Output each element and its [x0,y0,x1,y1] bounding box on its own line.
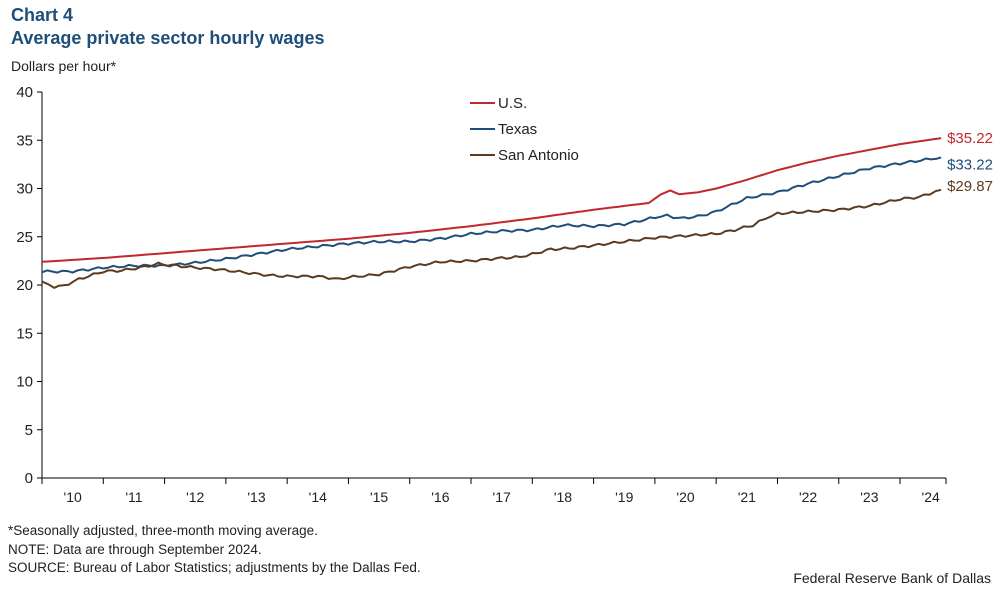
x-axis: '10 '11 '12 '13 '14 '15 '16 '17 '18 '19 '20 '21 '22 '… [41,477,947,505]
x-tick-label: '11 [125,489,142,505]
x-tick-label: '15 [370,489,388,505]
y-axis: 0 5 10 15 20 25 30 35 40 [16,84,43,487]
x-tick-label: '23 [860,489,878,505]
chart-label: Chart 4 [11,5,74,25]
series-line-u-s [41,137,942,263]
chart-title: Average private sector hourly wages [11,28,325,48]
x-tick-label: '18 [554,489,572,505]
x-tick-label: '14 [309,489,327,505]
end-value-labels: $35.22 $33.22 $29.87 [947,130,993,195]
footnote-source: SOURCE: Bureau of Labor Statistics; adju… [8,560,421,575]
footnote-seasonal: *Seasonally adjusted, three-month moving… [8,523,318,538]
y-tick-label: 0 [25,470,33,487]
y-tick-label: 20 [16,277,33,294]
x-tick-label: '22 [799,489,817,505]
y-tick-label: 25 [16,229,33,246]
y-tick-label: 35 [16,132,33,149]
x-tick-label: '13 [247,489,265,505]
x-tick-label: '17 [493,489,511,505]
x-tick-label: '10 [64,489,82,505]
series-line-texas [41,156,942,274]
series-line-san-antonio [41,188,942,289]
footnote-note: NOTE: Data are through September 2024. [8,541,262,557]
legend-label: U.S. [498,95,527,112]
y-tick-label: 15 [16,325,33,342]
legend-label: Texas [498,121,537,138]
end-value-label: $29.87 [947,178,993,195]
x-tick-label: '21 [738,489,756,505]
series-lines [41,137,942,289]
end-value-label: $33.22 [947,156,993,173]
y-tick-label: 40 [16,84,33,101]
y-tick-label: 30 [16,181,33,198]
footnotes: *Seasonally adjusted, three-month moving… [8,522,421,578]
x-tick-label: '20 [676,489,694,505]
y-tick-label: 10 [16,374,33,391]
legend: U.S. Texas San Antonio [470,95,579,164]
y-axis-unit-label: Dollars per hour* [11,58,117,74]
title-block: Chart 4 Average private sector hourly wa… [11,4,324,50]
x-tick-label: '16 [431,489,449,505]
x-tick-label: '12 [186,489,204,505]
x-tick-label: '19 [615,489,633,505]
end-value-label: $35.22 [947,130,993,147]
y-tick-label: 5 [25,422,33,439]
x-tick-label: '24 [922,489,940,505]
credit-line: Federal Reserve Bank of Dallas [793,570,991,586]
legend-label: San Antonio [498,147,579,164]
